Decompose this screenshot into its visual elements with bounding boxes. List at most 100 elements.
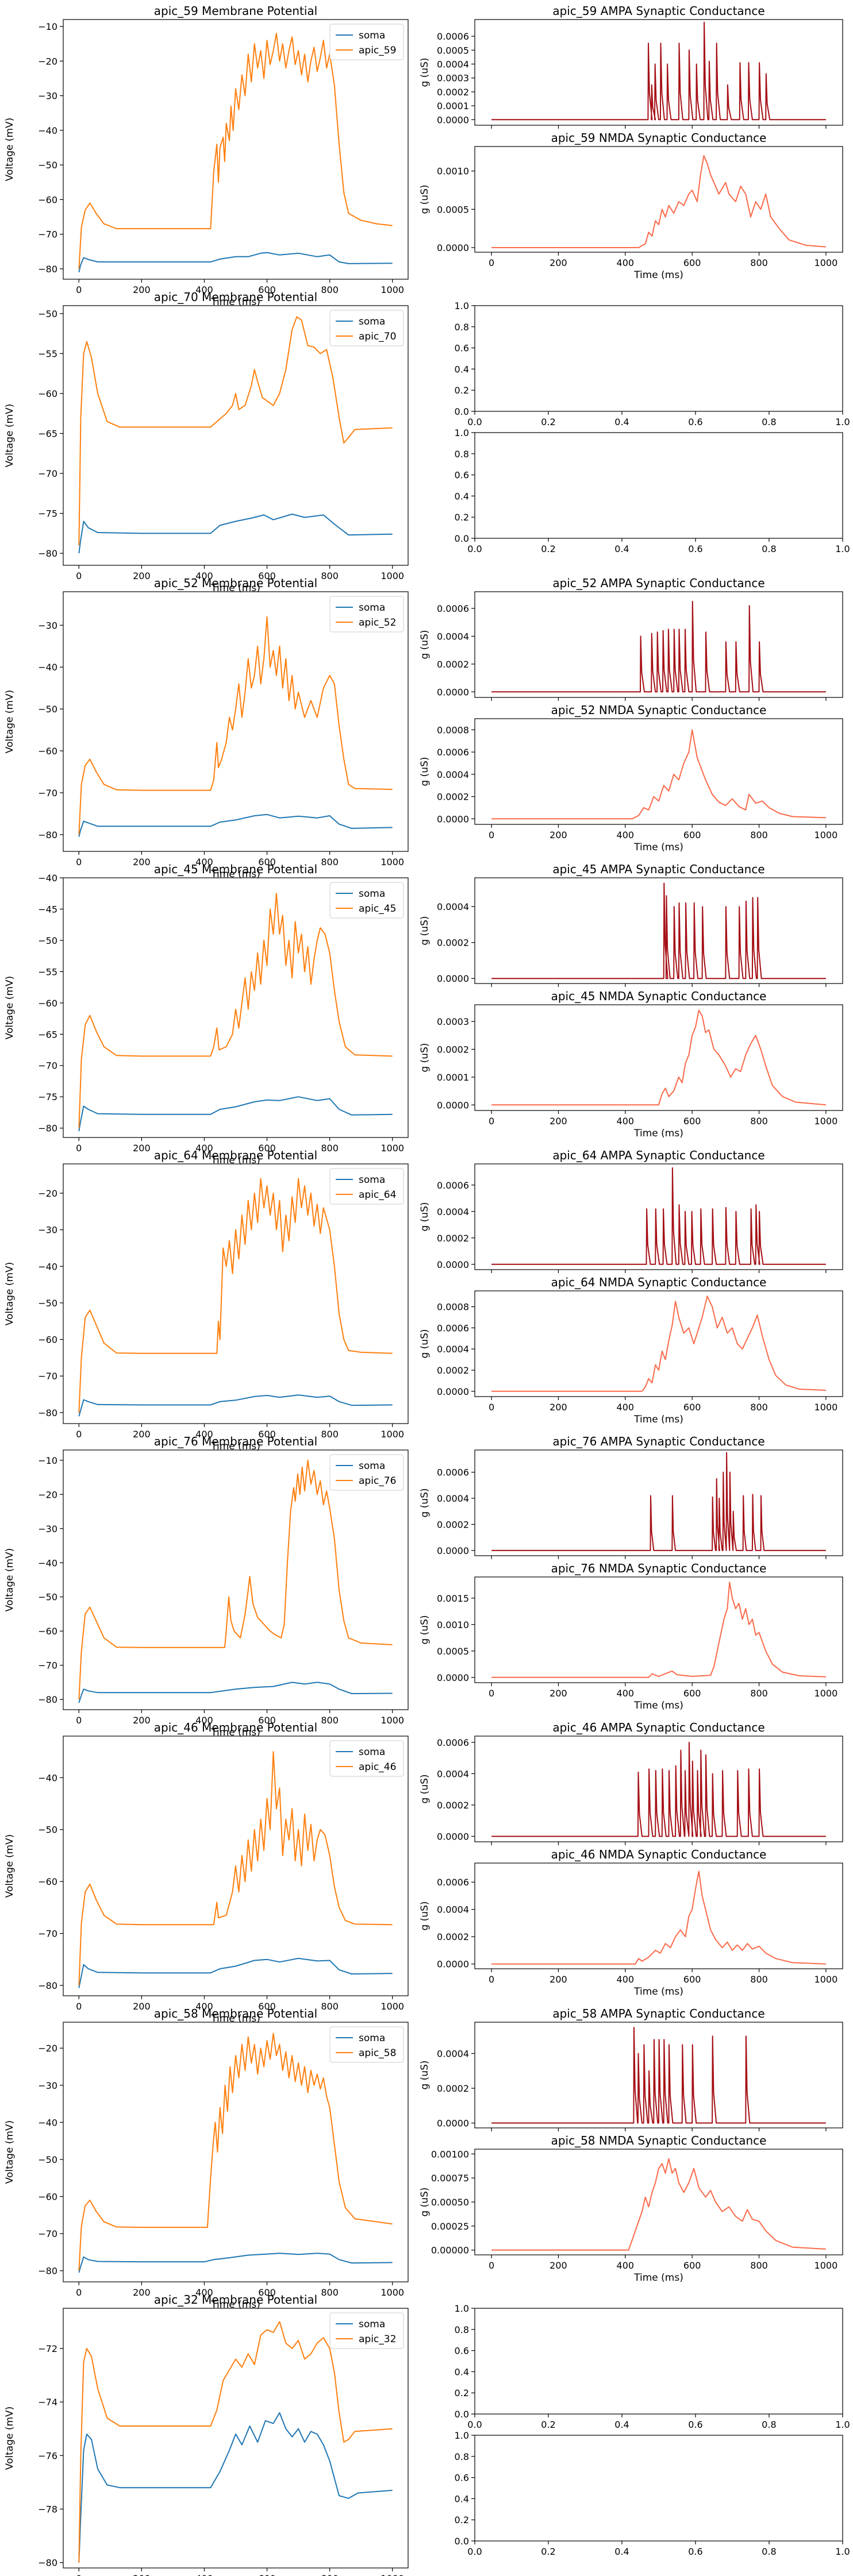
x-tick-label: 0: [489, 1688, 494, 1699]
legend-label: apic_45: [359, 903, 396, 915]
y-tick-label: −30: [38, 1524, 57, 1534]
x-tick-label: 0.0: [467, 2546, 482, 2557]
ampa-trace-a46: [491, 1741, 826, 1837]
x-tick-label: 0: [76, 1715, 82, 1726]
y-tick-label: 0.00050: [431, 2197, 469, 2208]
chart-v76: 0 200 400 600 800 1000 −80 −70 −60 −50 −40 −30 −20 −1…: [4, 1434, 409, 1738]
axes-frame-v70: [63, 305, 409, 566]
y-tick-label: −78: [38, 2504, 57, 2515]
y-axis-label: Voltage (mV): [4, 2120, 16, 2184]
chart-title: apic_45 Membrane Potential: [154, 862, 317, 876]
y-tick-label: 0.4: [455, 491, 469, 502]
y-tick-label: −70: [38, 2228, 57, 2239]
y-tick-label: −45: [38, 904, 57, 915]
x-tick-label: 600: [258, 2573, 276, 2576]
axes-frame-v32: [63, 2308, 409, 2569]
x-tick-label: 1.0: [835, 417, 850, 427]
y-tick-label: −30: [38, 620, 57, 631]
x-tick-label: 600: [683, 830, 701, 840]
chart-a45: 0.0000 0.0002 0.0004 apic_45 AMPA Synaptic …: [419, 862, 843, 987]
x-tick-label: 800: [750, 1116, 768, 1127]
y-tick-label: 0.0: [455, 2409, 469, 2420]
ampa-trace-a45: [491, 882, 826, 980]
y-tick-label: 1.0: [455, 2430, 469, 2441]
x-axis-label: Time (ms): [210, 1441, 260, 1452]
plot-area-n45: [491, 1009, 826, 1106]
chart-v58: 0 200 400 600 800 1000 −80 −70 −60 −50 −40 −30 −20 ap…: [4, 2007, 409, 2311]
x-tick-label: 800: [321, 1143, 339, 1154]
x-tick-label: 0: [489, 2260, 494, 2271]
y-tick-label: 0.0004: [437, 1904, 469, 1915]
legend-label: soma: [359, 316, 385, 327]
y-tick-label: −40: [38, 1261, 57, 1272]
series-line-apic_59: [78, 33, 393, 269]
y-tick-label: 0.0000: [437, 813, 469, 824]
x-tick-label: 600: [258, 284, 276, 295]
y-tick-label: 0.0005: [437, 204, 469, 215]
x-tick-label: 1000: [381, 284, 404, 295]
x-tick-label: 400: [617, 830, 635, 840]
x-tick-label: 200: [550, 1402, 567, 1413]
y-tick-label: 0.2: [455, 2515, 469, 2525]
x-tick-label: 0.0: [467, 417, 482, 427]
legend: soma apic_46: [329, 1740, 404, 1777]
y-tick-label: 0.0000: [437, 1831, 469, 1842]
x-tick-label: 0.4: [614, 2419, 629, 2430]
y-tick-label: −50: [38, 2154, 57, 2165]
x-tick-label: 1000: [381, 2287, 404, 2298]
y-tick-label: 0.8: [455, 322, 469, 333]
legend: soma apic_52: [329, 596, 404, 633]
x-tick-label: 1000: [814, 2260, 838, 2271]
chart-title: apic_52 Membrane Potential: [154, 576, 317, 590]
x-tick-label: 1000: [814, 1688, 838, 1699]
y-tick-label: 0.2: [455, 385, 469, 396]
series-line-n59-0: [491, 155, 826, 248]
y-axis-label: Voltage (mV): [4, 2407, 16, 2470]
x-tick-label: 600: [258, 2001, 276, 2012]
y-tick-label: 0.0010: [437, 166, 469, 177]
y-tick-label: 0.0006: [437, 1467, 469, 1478]
x-tick-label: 1000: [381, 1429, 404, 1440]
x-tick-label: 200: [133, 857, 151, 867]
series-line-soma: [78, 813, 393, 837]
series-line-soma: [78, 514, 393, 554]
x-tick-label: 0.0: [467, 543, 482, 554]
x-tick-label: 800: [321, 570, 339, 581]
y-tick-label: 0.8: [455, 449, 469, 460]
chart-n52: 0 200 400 600 800 1000 0.0000 0.0002 0.0004 0.000…: [419, 703, 843, 853]
y-axis-label: g (uS): [419, 184, 431, 214]
y-tick-label: 0.0001: [437, 1072, 469, 1083]
x-tick-label: 200: [550, 830, 567, 840]
x-tick-label: 400: [617, 1688, 635, 1699]
y-tick-label: 0.0003: [437, 73, 469, 84]
y-tick-label: 0.0000: [437, 114, 469, 125]
y-tick-label: −80: [38, 2266, 57, 2277]
y-axis-label: g (uS): [419, 1329, 431, 1358]
y-axis-label: g (uS): [419, 57, 431, 87]
chart-a64: 0.0000 0.0002 0.0004 0.0006 apic_64 AMPA Syn…: [419, 1148, 843, 1273]
legend-label: apic_76: [359, 1475, 396, 1487]
chart-title: apic_46 NMDA Synaptic Conductance: [551, 1848, 767, 1861]
x-tick-label: 200: [550, 2260, 567, 2271]
x-tick-label: 800: [750, 1402, 768, 1413]
plot-area-v59: [78, 33, 393, 273]
axes-frame-n52: [474, 718, 843, 825]
axes-frame-v59: [63, 19, 409, 280]
plot-area-a46: [491, 1741, 826, 1837]
y-tick-label: 0.0004: [437, 769, 469, 780]
y-tick-label: 0.0004: [437, 59, 469, 70]
legend-label: apic_59: [359, 45, 396, 56]
axes-frame-a52: [474, 591, 843, 698]
y-tick-label: 0.0000: [437, 242, 469, 253]
legend-label: soma: [359, 2033, 385, 2044]
y-axis-label: Voltage (mV): [4, 976, 16, 1040]
legend-label: apic_64: [359, 1189, 396, 1201]
legend-box: [329, 1168, 404, 1205]
chart-n58: 0 200 400 600 800 1000 0.00000 0.00025 0.00050 0.…: [419, 2134, 843, 2284]
y-tick-label: −50: [38, 160, 57, 171]
axes-frame-a59: [474, 19, 843, 126]
legend-label: soma: [359, 1174, 385, 1186]
x-tick-label: 800: [750, 2260, 768, 2271]
y-tick-label: −30: [38, 91, 57, 102]
series-line-soma: [78, 2253, 393, 2273]
